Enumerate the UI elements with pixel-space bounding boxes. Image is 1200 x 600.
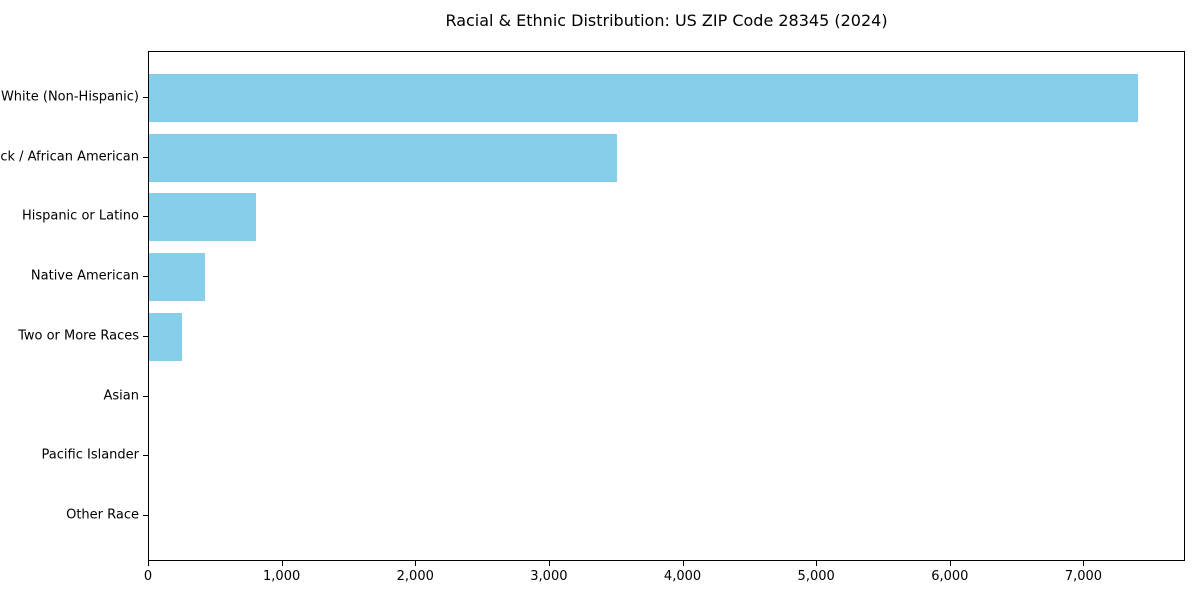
x-axis-label: 2,000	[396, 569, 434, 584]
x-tick	[682, 561, 684, 566]
x-tick	[148, 561, 149, 566]
x-axis-label: 3,000	[530, 569, 568, 584]
x-axis-label: 5,000	[797, 569, 835, 584]
x-tick	[949, 561, 951, 566]
plot-area	[148, 51, 1185, 561]
y-axis-label: Other Race	[66, 507, 139, 523]
bar	[149, 312, 183, 361]
y-axis-label: Asian	[103, 388, 139, 404]
y-tick	[143, 335, 148, 337]
y-tick	[143, 455, 148, 457]
y-tick	[143, 395, 148, 397]
y-tick	[143, 97, 148, 98]
y-tick	[143, 216, 148, 218]
bar	[149, 193, 256, 242]
x-axis-label: 1,000	[263, 569, 301, 584]
chart-title: Racial & Ethnic Distribution: US ZIP Cod…	[445, 11, 888, 30]
bar	[149, 253, 206, 302]
x-tick	[1083, 561, 1085, 566]
x-tick	[415, 561, 417, 566]
y-axis-label: Black / African American	[0, 149, 139, 165]
y-axis-label: Hispanic or Latino	[21, 208, 139, 224]
y-tick	[143, 156, 148, 158]
bar	[149, 133, 617, 182]
x-axis-label: 7,000	[1064, 569, 1103, 584]
y-tick	[143, 515, 148, 516]
y-tick	[143, 276, 148, 278]
y-axis-label: Native American	[30, 268, 139, 284]
x-axis-label: 6,000	[931, 569, 969, 584]
x-tick	[816, 561, 818, 566]
x-axis-label: 4,000	[663, 569, 702, 584]
y-axis-label: Pacific Islander	[41, 447, 139, 463]
y-axis-label: Two or More Races	[18, 328, 139, 344]
x-tick	[281, 561, 283, 566]
x-axis-label: 0	[143, 569, 153, 584]
y-axis-label: White (Non-Hispanic)	[0, 89, 139, 105]
bar	[149, 74, 1138, 122]
x-tick	[548, 561, 550, 566]
